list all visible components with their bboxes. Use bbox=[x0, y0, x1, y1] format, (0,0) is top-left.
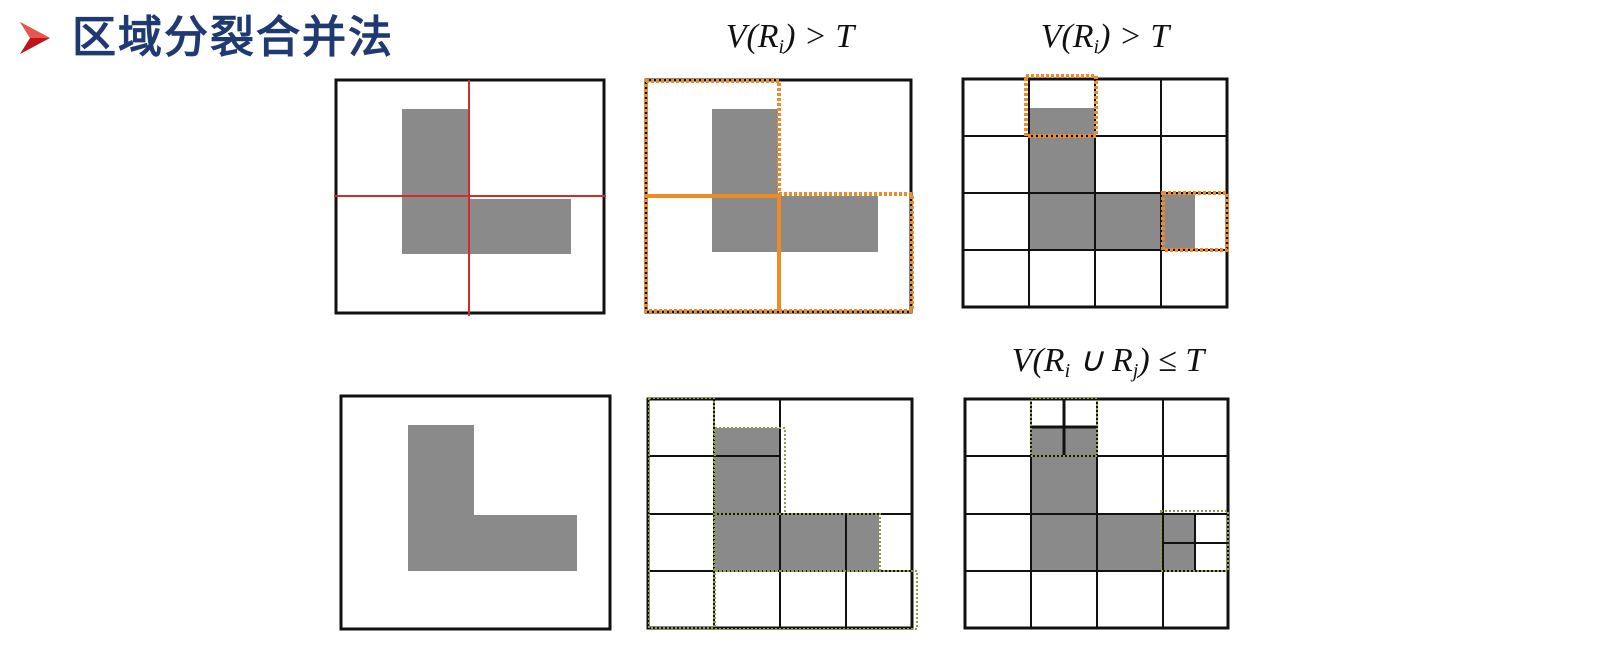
green-merge-group-object-base bbox=[714, 513, 881, 572]
orange-highlight-quadrant-tl bbox=[644, 79, 781, 198]
panel-second-level-split bbox=[961, 74, 1229, 309]
object-vertical-bar bbox=[408, 425, 474, 571]
object-vertical-bar bbox=[712, 109, 778, 252]
object-vertical-bar bbox=[714, 428, 780, 571]
formula-subscript-j: j bbox=[1132, 360, 1139, 382]
green-merge-group-left bbox=[648, 397, 715, 629]
formula-subscript: i bbox=[1093, 36, 1100, 58]
formula-union: ∪ R bbox=[1070, 342, 1133, 379]
panel-split-test-quadrants bbox=[644, 78, 914, 314]
green-merge-top-fine-blocks bbox=[1030, 397, 1098, 457]
formula-suffix: ) > T bbox=[784, 18, 855, 55]
formula-suffix: ) > T bbox=[1099, 18, 1170, 55]
formula-prefix: V(R bbox=[725, 18, 779, 55]
merge-condition-formula: V(Ri ∪ Rj) ≤ T bbox=[978, 340, 1238, 383]
object-vertical-bar bbox=[402, 109, 468, 254]
slide-header: 区域分裂合并法 bbox=[18, 8, 394, 68]
formula-suffix: ) ≤ T bbox=[1138, 342, 1205, 379]
formula-prefix: V(R bbox=[1011, 342, 1065, 379]
object-horizontal-bar bbox=[780, 514, 879, 571]
object-horizontal-bar bbox=[778, 196, 878, 252]
object-horizontal-bar bbox=[468, 199, 571, 254]
split-condition-formula-2: V(Ri) > T bbox=[1015, 18, 1195, 59]
slide-title: 区域分裂合并法 bbox=[72, 12, 394, 63]
panel-final-merged-result bbox=[339, 394, 612, 631]
formula-subscript-i: i bbox=[1064, 360, 1071, 382]
green-merge-group-object bbox=[714, 427, 786, 515]
object-vertical-bar bbox=[1029, 108, 1095, 251]
orange-highlight-top-block bbox=[1024, 74, 1098, 138]
panel-merge-adjacent-blocks bbox=[646, 397, 918, 630]
green-merge-right-fine-blocks bbox=[1160, 510, 1229, 572]
panel-original-split-lines bbox=[334, 78, 606, 316]
object-horizontal-bar bbox=[474, 515, 577, 571]
green-merge-group-bottom bbox=[714, 570, 918, 630]
orange-highlight-right-block bbox=[1161, 191, 1229, 252]
orange-highlight-quadrant-br bbox=[777, 192, 914, 313]
panel-finest-split-and-merge bbox=[963, 397, 1230, 630]
object-horizontal-bar bbox=[1095, 194, 1195, 251]
formula-prefix: V(R bbox=[1040, 18, 1094, 55]
formula-subscript: i bbox=[778, 36, 785, 58]
split-condition-formula-1: V(Ri) > T bbox=[700, 18, 880, 59]
red-arrow-bullet-icon bbox=[20, 22, 50, 54]
